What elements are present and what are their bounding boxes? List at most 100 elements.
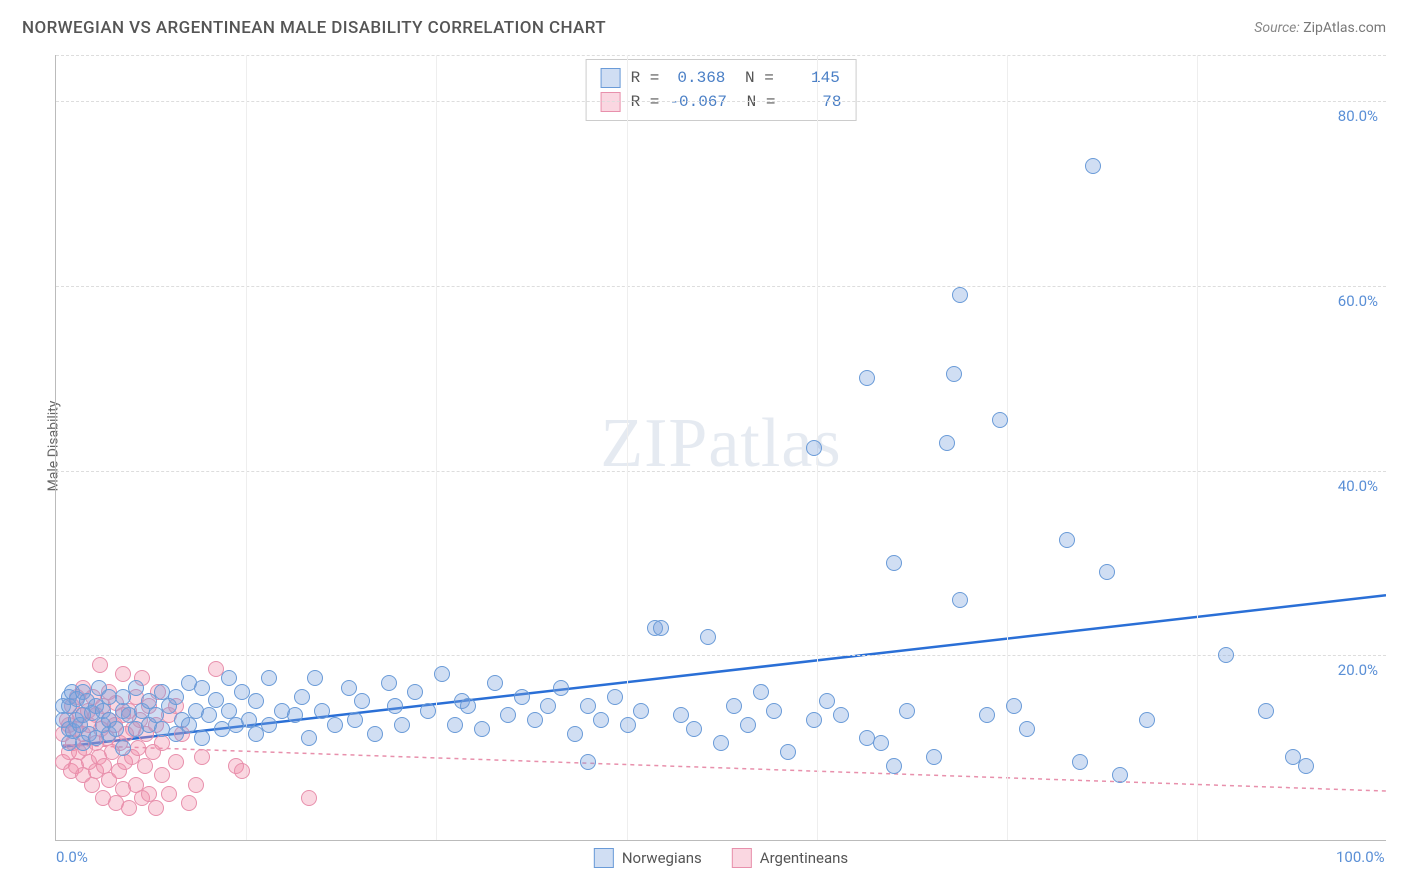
- y-tick-label: 60.0%: [1338, 292, 1378, 310]
- data-point: [221, 670, 237, 686]
- data-point: [314, 703, 330, 719]
- data-point: [1085, 158, 1101, 174]
- data-point: [979, 707, 995, 723]
- data-point: [780, 744, 796, 760]
- data-point: [753, 684, 769, 700]
- data-point: [806, 440, 822, 456]
- data-point: [553, 680, 569, 696]
- gridline: [56, 471, 1386, 472]
- data-point: [1059, 532, 1075, 548]
- data-point: [819, 693, 835, 709]
- data-point: [633, 703, 649, 719]
- data-point: [327, 717, 343, 733]
- plot-area: ZIPatlas R = 0.368 N = 145 R = -0.067 N …: [55, 55, 1386, 841]
- data-point: [873, 735, 889, 751]
- data-point: [952, 592, 968, 608]
- data-point: [84, 777, 100, 793]
- gridline: [56, 101, 1386, 102]
- data-point: [168, 754, 184, 770]
- data-point: [1099, 564, 1115, 580]
- data-point: [460, 698, 476, 714]
- data-point: [387, 698, 403, 714]
- stat-n-norwegians: 145: [784, 66, 840, 90]
- data-point: [713, 735, 729, 751]
- y-tick-label: 20.0%: [1338, 661, 1378, 679]
- data-point: [620, 717, 636, 733]
- data-point: [287, 707, 303, 723]
- data-point: [194, 730, 210, 746]
- data-point: [806, 712, 822, 728]
- stats-row-norwegians: R = 0.368 N = 145: [601, 66, 842, 90]
- data-point: [194, 680, 210, 696]
- data-point: [726, 698, 742, 714]
- y-tick-label: 80.0%: [1338, 107, 1378, 125]
- data-point: [208, 692, 224, 708]
- trend-line: [63, 745, 1386, 791]
- data-point: [740, 717, 756, 733]
- y-tick-label: 40.0%: [1338, 477, 1378, 495]
- chart-container: NORWEGIAN VS ARGENTINEAN MALE DISABILITY…: [0, 0, 1406, 892]
- data-point: [1019, 721, 1035, 737]
- x-tick-label: 0.0%: [56, 848, 88, 866]
- data-point: [766, 703, 782, 719]
- gridline: [56, 655, 1386, 656]
- source-attribution: Source: ZipAtlas.com: [1254, 20, 1386, 36]
- data-point: [154, 767, 170, 783]
- data-point: [137, 758, 153, 774]
- data-point: [1112, 767, 1128, 783]
- data-point: [181, 717, 197, 733]
- vgridline: [436, 55, 437, 840]
- data-point: [886, 555, 902, 571]
- data-point: [115, 740, 131, 756]
- data-point: [686, 721, 702, 737]
- data-point: [420, 703, 436, 719]
- data-point: [1139, 712, 1155, 728]
- data-point: [567, 726, 583, 742]
- data-point: [201, 707, 217, 723]
- data-point: [341, 680, 357, 696]
- data-point: [833, 707, 849, 723]
- legend-swatch-norwegians: [594, 848, 614, 868]
- data-point: [580, 754, 596, 770]
- data-point: [92, 657, 108, 673]
- data-point: [434, 666, 450, 682]
- data-point: [992, 412, 1008, 428]
- data-point: [407, 684, 423, 700]
- data-point: [115, 666, 131, 682]
- data-point: [181, 795, 197, 811]
- data-point: [939, 435, 955, 451]
- data-point: [168, 689, 184, 705]
- legend-item-norwegians: Norwegians: [594, 848, 702, 868]
- data-point: [301, 730, 317, 746]
- data-point: [926, 749, 942, 765]
- data-point: [108, 721, 124, 737]
- x-tick-label: 100.0%: [1336, 848, 1385, 866]
- data-point: [946, 366, 962, 382]
- series-legend: Norwegians Argentineans: [594, 848, 848, 868]
- data-point: [128, 680, 144, 696]
- data-point: [261, 717, 277, 733]
- data-point: [161, 786, 177, 802]
- swatch-norwegians: [601, 68, 621, 88]
- data-point: [1298, 758, 1314, 774]
- data-point: [886, 758, 902, 774]
- data-point: [1258, 703, 1274, 719]
- data-point: [540, 698, 556, 714]
- stat-label-n: N =: [735, 66, 773, 90]
- data-point: [347, 712, 363, 728]
- source-label: Source:: [1254, 20, 1299, 36]
- gridline: [56, 286, 1386, 287]
- data-point: [487, 675, 503, 691]
- chart-title: NORWEGIAN VS ARGENTINEAN MALE DISABILITY…: [22, 18, 606, 38]
- data-point: [367, 726, 383, 742]
- data-point: [653, 620, 669, 636]
- legend-item-argentineans: Argentineans: [732, 848, 848, 868]
- data-point: [394, 717, 410, 733]
- data-point: [307, 670, 323, 686]
- data-point: [593, 712, 609, 728]
- stat-r-norwegians: 0.368: [669, 66, 725, 90]
- data-point: [859, 370, 875, 386]
- data-point: [354, 693, 370, 709]
- data-point: [130, 740, 146, 756]
- data-point: [234, 763, 250, 779]
